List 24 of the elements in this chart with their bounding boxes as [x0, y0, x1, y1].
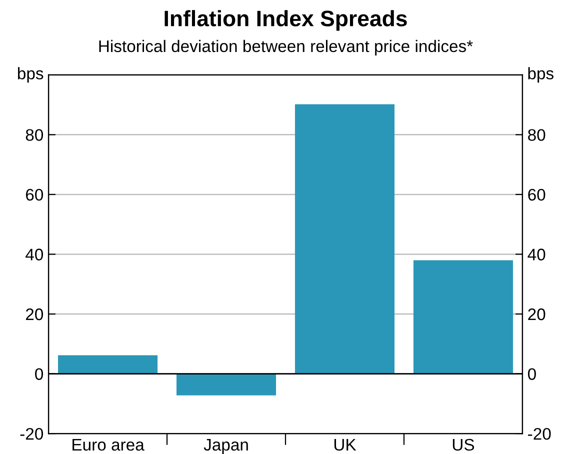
- bar: [176, 374, 276, 396]
- y2-tick-label: 0: [528, 368, 536, 380]
- chart-subtitle: Historical deviation between relevant price indices*: [99, 40, 473, 56]
- y2-tick-label: -20: [528, 428, 551, 440]
- y-tick-label: 80: [26, 129, 44, 141]
- x-tick-label: Euro area: [72, 439, 144, 451]
- y-tick-label: 40: [26, 248, 44, 260]
- y-tick-label: 20: [26, 308, 44, 320]
- y-tick-label: 0: [35, 368, 44, 380]
- y2-tick-label: 80: [528, 129, 546, 141]
- y2-tick-label: 40: [528, 248, 546, 260]
- y2-tick-label: 20: [528, 308, 546, 320]
- x-tick-label: Japan: [204, 439, 248, 454]
- x-tick-label: UK: [334, 439, 356, 451]
- y2-tick-label: 60: [528, 188, 546, 201]
- y2-axis-title: bps: [528, 67, 554, 83]
- x-tick-label: US: [452, 438, 474, 451]
- chart-title: Inflation Index Spreads: [164, 10, 407, 31]
- y-tick-label: -20: [20, 428, 44, 440]
- y-tick-label: 60: [26, 188, 44, 201]
- bar: [413, 260, 513, 374]
- bar: [58, 355, 158, 374]
- y-axis-title: bps: [18, 67, 44, 83]
- bar: [294, 104, 395, 374]
